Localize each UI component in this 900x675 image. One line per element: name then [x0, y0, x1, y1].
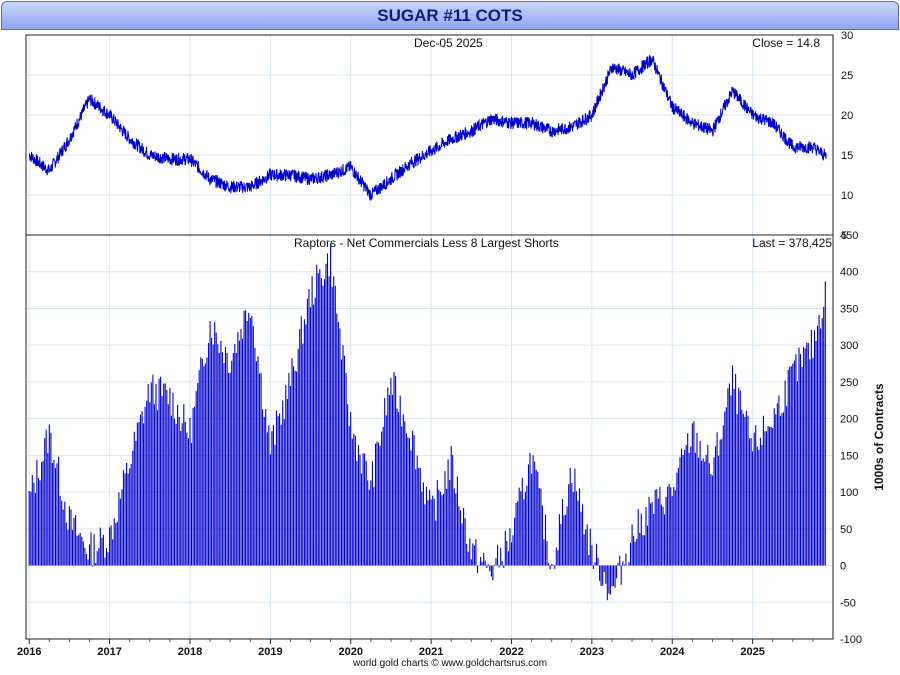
cots-y-axis-label: 1000s of Contracts	[872, 383, 886, 491]
x-tick-label: 2016	[17, 646, 41, 658]
price-series-line	[28, 54, 827, 201]
cots-y-tick-label: 150	[840, 450, 858, 462]
cots-last-label: Last = 378,425	[752, 236, 832, 250]
x-tick-label: 2023	[580, 646, 604, 658]
cots-y-tick-label: 200	[840, 414, 858, 426]
price-y-tick-label: 25	[841, 70, 853, 82]
cots-bars	[28, 243, 826, 601]
cots-y-tick-label: 450	[840, 230, 858, 242]
cots-panel-title: Raptors - Net Commercials Less 8 Largest…	[294, 236, 559, 250]
footer-credit: world gold charts © www.goldchartsrus.co…	[352, 658, 548, 669]
x-tick-label: 2018	[178, 646, 202, 658]
cots-y-tick-label: 100	[840, 487, 858, 499]
x-tick-label: 2021	[419, 646, 443, 658]
x-tick-label: 2025	[740, 646, 764, 658]
cots-y-tick-label: 300	[840, 340, 858, 352]
cots-y-tick-label: -50	[840, 597, 856, 609]
price-panel-bg	[26, 35, 833, 235]
cots-y-tick-label: 50	[840, 524, 852, 536]
cots-y-tick-label: -100	[840, 634, 862, 646]
x-tick-label: 2020	[338, 646, 362, 658]
cots-y-tick-label: 0	[840, 561, 846, 573]
chart-title: SUGAR #11 COTS	[1, 1, 899, 30]
x-tick-label: 2019	[258, 646, 282, 658]
price-close-label: Close = 14.8	[752, 36, 820, 50]
price-y-tick-label: 5	[841, 230, 847, 242]
price-y-tick-label: 15	[841, 150, 853, 162]
price-date-label: Dec-05 2025	[414, 36, 483, 50]
x-tick-label: 2017	[97, 646, 121, 658]
cots-y-tick-label: 350	[840, 303, 858, 315]
x-tick-label: 2024	[660, 646, 685, 658]
price-y-tick-label: 20	[841, 110, 853, 122]
cots-y-tick-label: 250	[840, 377, 858, 389]
price-y-tick-label: 30	[841, 30, 853, 42]
price-y-tick-label: 10	[841, 190, 853, 202]
x-tick-label: 2022	[499, 646, 523, 658]
cots-y-tick-label: 400	[840, 267, 858, 279]
